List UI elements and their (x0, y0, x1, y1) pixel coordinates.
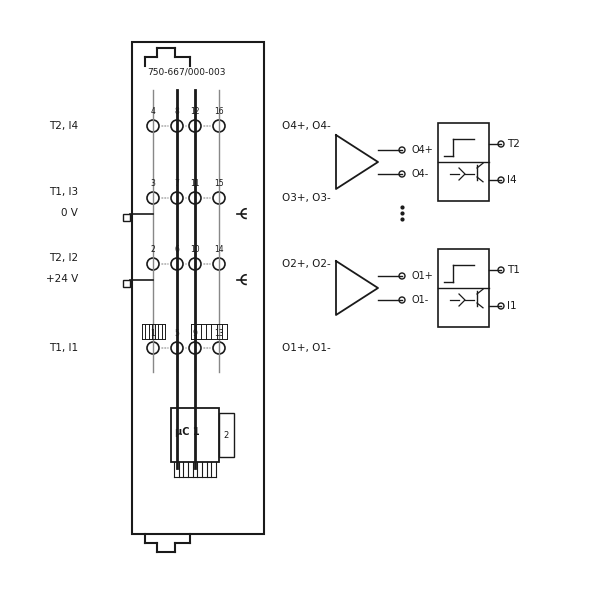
Text: 0 V: 0 V (61, 208, 78, 218)
Text: 3: 3 (151, 179, 155, 188)
Text: T2, I4: T2, I4 (49, 121, 78, 131)
Text: T1, I3: T1, I3 (49, 187, 78, 197)
Text: 2: 2 (224, 431, 229, 439)
Text: T2: T2 (507, 139, 520, 149)
Text: 15: 15 (214, 179, 224, 188)
Text: I1: I1 (507, 301, 517, 311)
Text: O1+: O1+ (411, 271, 433, 281)
Text: 12: 12 (190, 107, 200, 116)
Text: 8: 8 (175, 107, 179, 116)
Text: 11: 11 (190, 179, 200, 188)
Text: 7: 7 (175, 179, 179, 188)
Text: T2, I2: T2, I2 (49, 253, 78, 263)
Text: O1+, O1-: O1+, O1- (282, 343, 331, 353)
Text: 1: 1 (151, 329, 155, 338)
Text: T1, I1: T1, I1 (49, 343, 78, 353)
Text: O4+: O4+ (411, 145, 433, 155)
Text: 13: 13 (214, 329, 224, 338)
Text: O2+, O2-: O2+, O2- (282, 259, 331, 269)
Text: 4: 4 (151, 107, 155, 116)
Text: O3+, O3-: O3+, O3- (282, 193, 331, 203)
Text: O4+, O4-: O4+, O4- (282, 121, 331, 131)
Text: O4-: O4- (411, 169, 428, 179)
Text: 10: 10 (190, 245, 200, 254)
Text: 6: 6 (175, 245, 179, 254)
Text: +24 V: +24 V (46, 274, 78, 284)
Text: 750-667/000-003: 750-667/000-003 (147, 67, 225, 76)
Text: T1: T1 (507, 265, 520, 275)
Text: 9: 9 (193, 329, 197, 338)
Text: 14: 14 (214, 245, 224, 254)
Text: I4: I4 (507, 175, 517, 185)
Text: 5: 5 (175, 329, 179, 338)
Text: O1-: O1- (411, 295, 428, 305)
Text: µC 1: µC 1 (175, 427, 200, 437)
Text: 16: 16 (214, 107, 224, 116)
Text: 2: 2 (151, 245, 155, 254)
